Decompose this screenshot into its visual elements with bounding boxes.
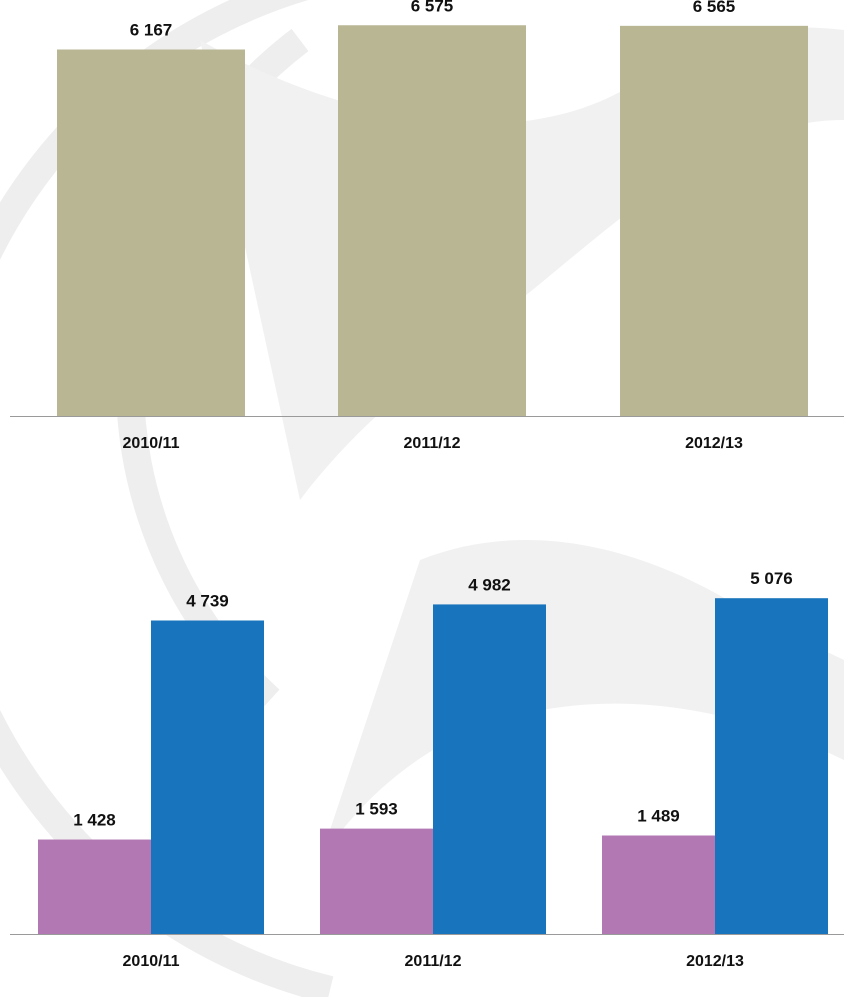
x-tick-label-2011-12: 2011/12 xyxy=(404,435,461,452)
data-label-s0-2012-13: 1 489 xyxy=(637,806,680,825)
bar-s1-2010-11 xyxy=(151,620,264,934)
data-label-s0-2012-13: 6 565 xyxy=(693,0,736,16)
data-label-s0-2010-11: 6 167 xyxy=(130,21,173,40)
bar-s0-2012-13 xyxy=(602,835,715,934)
bar-s0-2011-12 xyxy=(338,25,526,417)
bar-s0-2012-13 xyxy=(620,25,808,416)
bar-s1-2012-13 xyxy=(715,598,828,934)
bar-s0-2010-11 xyxy=(38,839,151,934)
x-tick-label-2010-11: 2010/11 xyxy=(123,953,180,970)
bar-s1-2011-12 xyxy=(433,604,546,934)
data-label-s1-2011-12: 4 982 xyxy=(468,575,511,594)
x-tick-label-2012-13: 2012/13 xyxy=(686,953,744,970)
x-tick-label-2012-13: 2012/13 xyxy=(685,435,743,452)
data-label-s0-2011-12: 1 593 xyxy=(355,800,398,819)
data-label-s0-2011-12: 6 575 xyxy=(411,0,454,15)
x-tick-label-2011-12: 2011/12 xyxy=(405,953,462,970)
bar-s0-2011-12 xyxy=(320,828,433,934)
data-label-s1-2012-13: 5 076 xyxy=(750,569,793,588)
bar-s0-2010-11 xyxy=(57,49,245,417)
data-label-s0-2010-11: 1 428 xyxy=(73,811,116,830)
bar-chart-top: 6 167 6 575 6 565 2010/11 2011/12 2012/13 xyxy=(10,0,844,452)
x-tick-label-2010-11: 2010/11 xyxy=(123,435,180,452)
data-label-s1-2010-11: 4 739 xyxy=(186,591,229,610)
